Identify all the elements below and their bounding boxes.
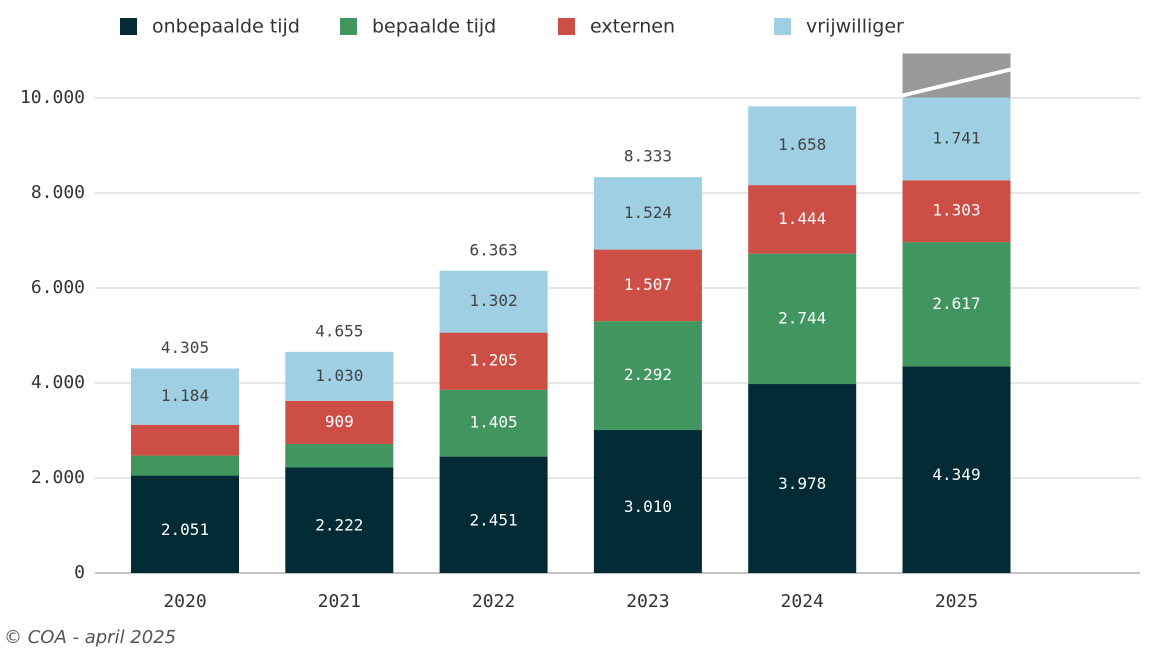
bar-segment xyxy=(593,177,702,250)
bar-segment xyxy=(439,389,548,457)
legend-label: bepaalde tijd xyxy=(372,16,496,38)
bar-segment xyxy=(439,270,548,333)
bar-segment xyxy=(131,368,239,425)
x-tick-label: 2023 xyxy=(626,591,669,612)
bar-segment xyxy=(748,384,857,573)
bar-segment xyxy=(593,249,702,322)
legend-swatch xyxy=(340,18,357,35)
y-tick-label: 8.000 xyxy=(31,182,85,203)
total-label: 4.655 xyxy=(315,321,363,340)
y-tick-label: 4.000 xyxy=(31,372,85,393)
value-label: 2.051 xyxy=(161,520,209,539)
axis-break xyxy=(902,53,1011,94)
bar-segment xyxy=(285,351,394,401)
x-tick-label: 2021 xyxy=(318,591,361,612)
value-label: 3.978 xyxy=(778,474,826,493)
legend-swatch xyxy=(774,18,791,35)
bar-segment xyxy=(131,424,239,456)
bar-segment xyxy=(748,253,857,385)
bar-segment xyxy=(285,467,394,573)
legend-label: onbepaalde tijd xyxy=(152,16,300,38)
total-label: 6.363 xyxy=(470,240,518,259)
legend-swatch xyxy=(558,18,575,35)
value-label: 909 xyxy=(325,412,354,431)
bar-segment xyxy=(131,475,239,573)
bar-segment xyxy=(439,456,548,573)
x-tick-label: 2025 xyxy=(935,591,978,612)
value-label: 4.349 xyxy=(932,465,980,484)
x-tick-label: 2024 xyxy=(781,591,824,612)
bar-segment xyxy=(902,242,1011,367)
value-label: 1.302 xyxy=(470,291,518,310)
bar-segment xyxy=(748,106,857,186)
value-label: 1.205 xyxy=(470,351,518,370)
value-label: 2.451 xyxy=(470,510,518,529)
value-label: 2.292 xyxy=(624,365,672,384)
bar-segment xyxy=(902,97,1011,181)
bar-segment xyxy=(902,180,1011,243)
bar-segment xyxy=(748,185,857,254)
value-label: 1.658 xyxy=(778,135,826,154)
value-label: 1.405 xyxy=(470,413,518,432)
source-note: © COA - april 2025 xyxy=(4,627,176,648)
total-label: 4.305 xyxy=(161,338,209,357)
value-label: 2.222 xyxy=(315,516,363,535)
legend-label: vrijwilliger xyxy=(806,16,904,38)
y-tick-label: 0 xyxy=(74,562,85,583)
bar-segment xyxy=(439,332,548,390)
legend-swatch xyxy=(120,18,137,35)
value-label: 1.030 xyxy=(315,366,363,385)
x-tick-label: 2020 xyxy=(163,591,206,612)
value-label: 1.184 xyxy=(161,386,209,405)
value-label: 2.617 xyxy=(932,294,980,313)
bar-segment xyxy=(285,443,394,468)
bar-segment xyxy=(593,321,702,431)
bar-segment xyxy=(902,366,1011,573)
value-label: 1.741 xyxy=(932,128,980,147)
x-tick-label: 2022 xyxy=(472,591,515,612)
total-label: 8.333 xyxy=(624,147,672,166)
value-label: 1.524 xyxy=(624,203,672,222)
legend-label: externen xyxy=(590,16,675,38)
value-label: 1.303 xyxy=(932,201,980,220)
bar-segment xyxy=(285,400,394,444)
bar-segment xyxy=(593,430,702,573)
y-tick-label: 2.000 xyxy=(31,467,85,488)
value-label: 3.010 xyxy=(624,497,672,516)
value-label: 1.444 xyxy=(778,209,826,228)
axis-break xyxy=(902,71,1011,98)
value-label: 1.507 xyxy=(624,275,672,294)
y-tick-label: 6.000 xyxy=(31,277,85,298)
value-label: 2.744 xyxy=(778,308,826,327)
bar-segment xyxy=(131,455,239,476)
y-tick-label: 10.000 xyxy=(20,87,85,108)
